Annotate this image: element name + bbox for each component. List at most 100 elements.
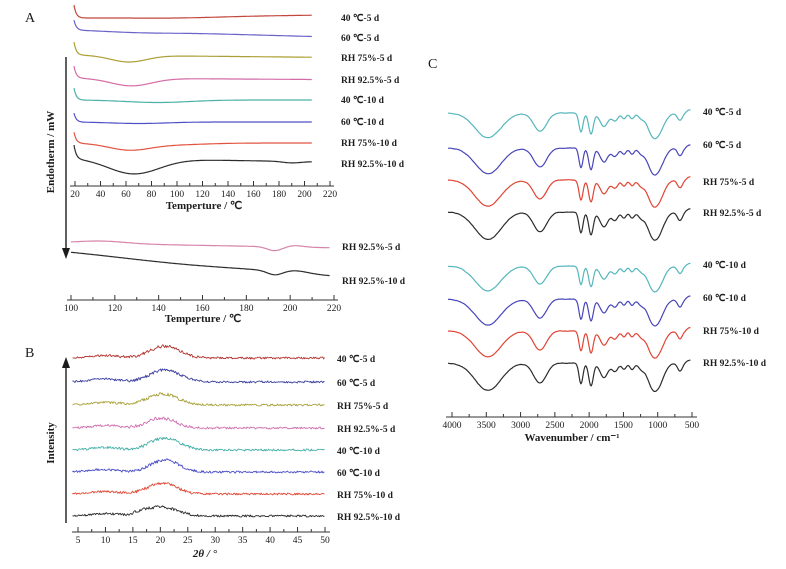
series-label: RH 92.5%-5 d bbox=[703, 209, 762, 219]
series-curve bbox=[72, 505, 325, 518]
series-curve bbox=[73, 41, 312, 63]
tick-label: 3500 bbox=[477, 421, 496, 431]
panel-A_inset: 100 120 140 160 180 200 220 RH 92.5%-5 d RH 92.5… bbox=[64, 240, 406, 314]
tick-label: 100 bbox=[64, 304, 79, 314]
panel-b-x-axis-label: 2θ / ° bbox=[192, 548, 218, 560]
panel-a-y-axis-label: Endotherm / mW bbox=[45, 111, 57, 194]
series-curve bbox=[448, 109, 691, 140]
tick-label: 20 bbox=[156, 536, 166, 546]
series-curve bbox=[70, 251, 330, 277]
tick-label: 60 bbox=[121, 190, 131, 200]
tick-label: 200 bbox=[283, 304, 298, 314]
series-curve bbox=[447, 176, 691, 208]
series-curve bbox=[72, 481, 325, 496]
series-label: 40 ℃-10 d bbox=[341, 95, 385, 106]
series-label: RH 92.5%-10 d bbox=[341, 160, 405, 170]
panel-a-x-axis-label: Temperture / ℃ bbox=[166, 200, 243, 212]
series-curve bbox=[73, 132, 312, 151]
series-label: RH 75%-5 d bbox=[337, 402, 389, 412]
tick-label: 2500 bbox=[545, 421, 564, 431]
tick-label: 15 bbox=[128, 536, 138, 546]
series-label: RH 92.5%-5 d bbox=[337, 425, 396, 435]
endotherm-axis-arrow-icon bbox=[62, 57, 70, 259]
tick-label: 100 bbox=[170, 190, 185, 200]
panel-B: 5 10 15 20 25 30 35 40 45 50 40 ℃-5 d 60 ℃-5 d RH 75… bbox=[72, 344, 401, 546]
series-label: 60 ℃-5 d bbox=[337, 378, 376, 389]
tick-label: 120 bbox=[195, 190, 210, 200]
series-label: RH 92.5%-10 d bbox=[337, 513, 401, 523]
series-label: 60 ℃-5 d bbox=[341, 33, 380, 44]
series-label: 40 ℃-5 d bbox=[703, 107, 742, 118]
tick-label: 140 bbox=[221, 190, 236, 200]
tick-label: 4000 bbox=[443, 421, 462, 431]
tick-label: 80 bbox=[147, 190, 157, 200]
series-curve bbox=[72, 458, 325, 474]
tick-label: 140 bbox=[152, 304, 167, 314]
series-curve bbox=[447, 327, 691, 359]
tick-label: 180 bbox=[272, 190, 287, 200]
series-curve bbox=[72, 344, 325, 360]
panel-c-letter: C bbox=[428, 57, 437, 72]
panel-a-letter: A bbox=[25, 11, 36, 26]
series-curve bbox=[73, 65, 312, 87]
panel-a-inset-x-axis-label: Temperture / ℃ bbox=[165, 313, 242, 325]
series-curve bbox=[447, 295, 691, 327]
panel-A_main: 20 40 60 80 100 120 140 160 180 200 220 40 ℃-5 d 60 … bbox=[70, 4, 405, 200]
tick-label: 220 bbox=[327, 304, 342, 314]
tick-label: 220 bbox=[323, 190, 338, 200]
tick-label: 40 bbox=[265, 536, 275, 546]
tick-label: 180 bbox=[239, 304, 254, 314]
tick-label: 160 bbox=[195, 304, 210, 314]
tick-label: 50 bbox=[320, 536, 330, 546]
series-label: 60 ℃-10 d bbox=[341, 117, 385, 128]
series-label: 60 ℃-5 d bbox=[703, 140, 742, 151]
series-curve bbox=[72, 368, 325, 384]
series-label: 40 ℃-5 d bbox=[341, 13, 380, 24]
series-label: 40 ℃-5 d bbox=[337, 354, 376, 365]
series-curve bbox=[447, 208, 691, 241]
tick-label: 25 bbox=[183, 536, 193, 546]
series-label: 60 ℃-10 d bbox=[703, 293, 747, 304]
tick-label: 200 bbox=[297, 190, 312, 200]
series-curve bbox=[72, 392, 325, 407]
tick-label: 3000 bbox=[511, 421, 530, 431]
tick-label: 1500 bbox=[614, 421, 633, 431]
series-curve bbox=[70, 240, 330, 252]
series-label: RH 75%-10 d bbox=[341, 139, 398, 149]
tick-label: 1000 bbox=[648, 421, 667, 431]
series-label: RH 92.5%-10 d bbox=[342, 277, 406, 287]
series-label: 40 ℃-10 d bbox=[703, 260, 747, 271]
tick-label: 5 bbox=[76, 536, 81, 546]
series-label: 60 ℃-10 d bbox=[337, 468, 381, 479]
intensity-axis-arrow-icon bbox=[62, 357, 70, 523]
tick-label: 35 bbox=[238, 536, 248, 546]
series-curve bbox=[72, 416, 325, 430]
series-curve bbox=[73, 144, 312, 175]
series-label: RH 75%-5 d bbox=[341, 54, 393, 64]
series-label: RH 75%-5 d bbox=[703, 178, 755, 188]
panel-b-letter: B bbox=[25, 346, 34, 361]
series-curve bbox=[73, 4, 312, 19]
tick-label: 10 bbox=[101, 536, 111, 546]
series-label: RH 92.5%-10 d bbox=[703, 359, 767, 369]
series-label: 40 ℃-10 d bbox=[337, 446, 381, 457]
tick-label: 2000 bbox=[580, 421, 599, 431]
series-label: RH 92.5%-5 d bbox=[341, 76, 400, 86]
tick-label: 45 bbox=[293, 536, 303, 546]
series-label: RH 75%-10 d bbox=[703, 327, 760, 337]
tick-label: 500 bbox=[685, 421, 700, 431]
series-curve bbox=[447, 144, 691, 176]
series-curve bbox=[73, 87, 312, 104]
tick-label: 20 bbox=[70, 190, 80, 200]
tick-label: 40 bbox=[96, 190, 106, 200]
charts-layer: 20 40 60 80 100 120 140 160 180 200 220 40 ℃-5 d 60 … bbox=[64, 4, 767, 546]
panel-C: 4000 3500 3000 2500 2000 1500 1000 500 40 ℃-5 d 6… bbox=[443, 107, 767, 431]
series-curve bbox=[447, 359, 691, 392]
panel-c-x-axis-label: Wavenumber / cm⁻¹ bbox=[524, 432, 619, 444]
series-curve bbox=[72, 436, 325, 452]
panel-b-y-axis-label: Intensity bbox=[45, 422, 57, 464]
series-label: RH 92.5%-5 d bbox=[342, 243, 401, 253]
tick-label: 160 bbox=[246, 190, 261, 200]
series-curve bbox=[73, 19, 312, 38]
